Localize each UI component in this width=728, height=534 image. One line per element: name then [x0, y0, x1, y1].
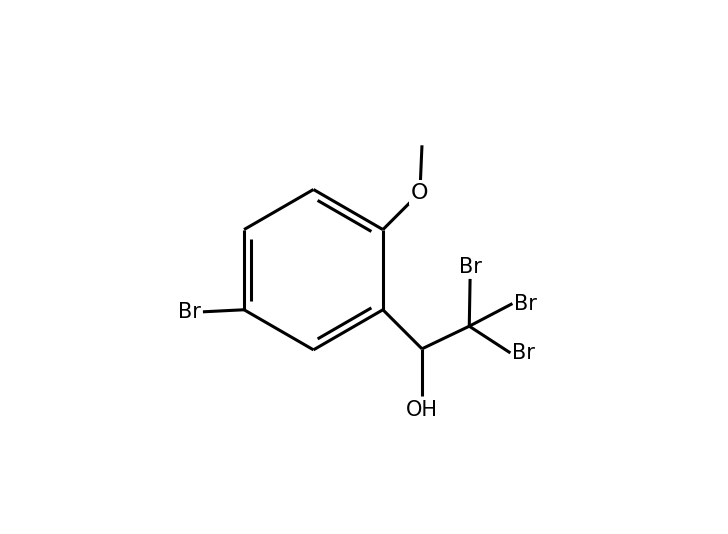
Text: Br: Br — [459, 257, 481, 277]
Text: Br: Br — [178, 302, 201, 322]
Text: O: O — [411, 183, 429, 202]
Text: Br: Br — [513, 343, 535, 363]
Text: Br: Br — [515, 294, 537, 313]
Text: OH: OH — [406, 400, 438, 420]
